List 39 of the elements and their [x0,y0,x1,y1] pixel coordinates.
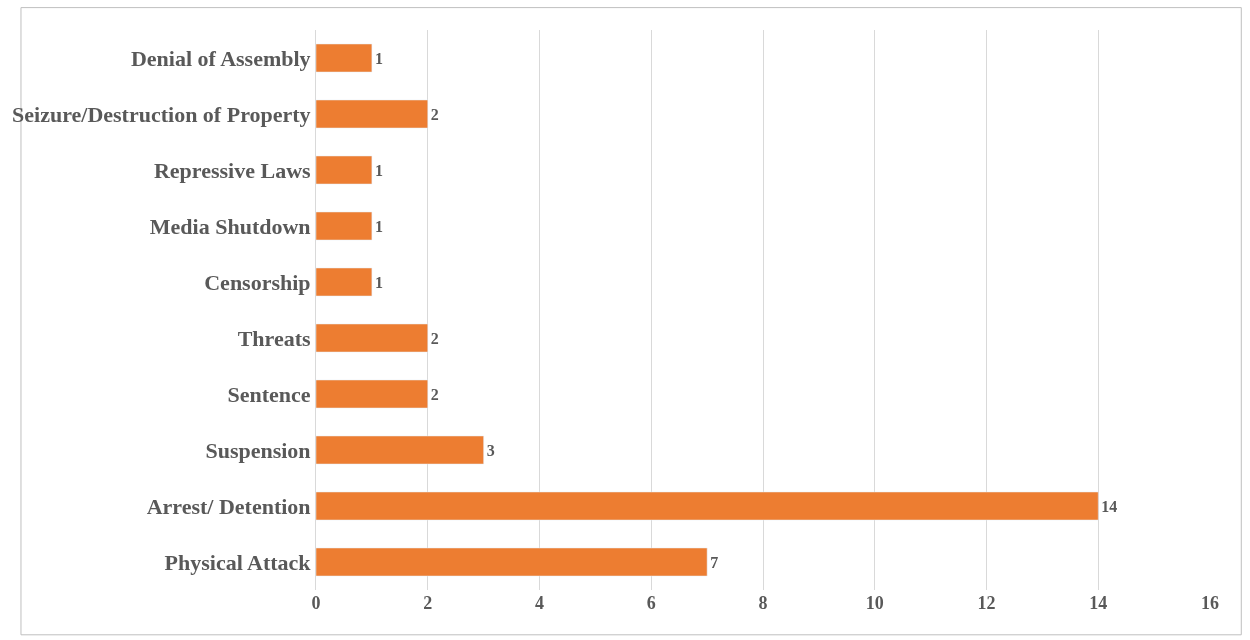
x-tick-label: 0 [311,593,321,613]
x-tick-label: 10 [865,593,884,613]
y-tick-label: Physical Attack [164,549,312,575]
y-tick-label: Repressive Laws [153,157,312,183]
data-label: 14 [1101,497,1118,515]
data-label: 1 [374,49,383,67]
x-tick-label: 6 [646,593,656,613]
data-label: 1 [374,273,383,291]
y-tick-label: Suspension [205,437,311,463]
bar [316,211,373,241]
bar [316,323,428,353]
bar [316,435,484,465]
x-tick-label: 14 [1089,593,1108,613]
y-tick-label: Seizure/Destruction of Property [12,101,311,127]
x-tick-label: 12 [977,593,996,613]
x-tick-label: 2 [423,593,433,613]
bar [316,379,428,409]
y-tick-label: Censorship [204,269,311,295]
x-tick-label: 8 [758,593,768,613]
data-label: 7 [710,553,719,571]
bar [316,491,1099,521]
y-tick-label: Threats [237,325,312,351]
bar [316,267,373,297]
data-label: 2 [430,329,439,347]
x-tick-label: 4 [535,593,544,613]
bar [316,155,373,185]
data-label: 3 [486,441,495,459]
data-label: 1 [374,161,383,179]
bar [316,547,708,577]
y-tick-label: Media Shutdown [149,213,311,239]
data-label: 2 [430,385,439,403]
y-tick-label: Sentence [227,381,311,407]
y-tick-label: Denial of Assembly [130,45,311,71]
data-label: 2 [430,105,439,123]
bar [316,43,373,73]
data-label: 1 [374,217,383,235]
y-tick-label: Arrest/ Detention [146,493,311,519]
x-tick-label: 16 [1201,593,1219,613]
bar [316,99,428,129]
